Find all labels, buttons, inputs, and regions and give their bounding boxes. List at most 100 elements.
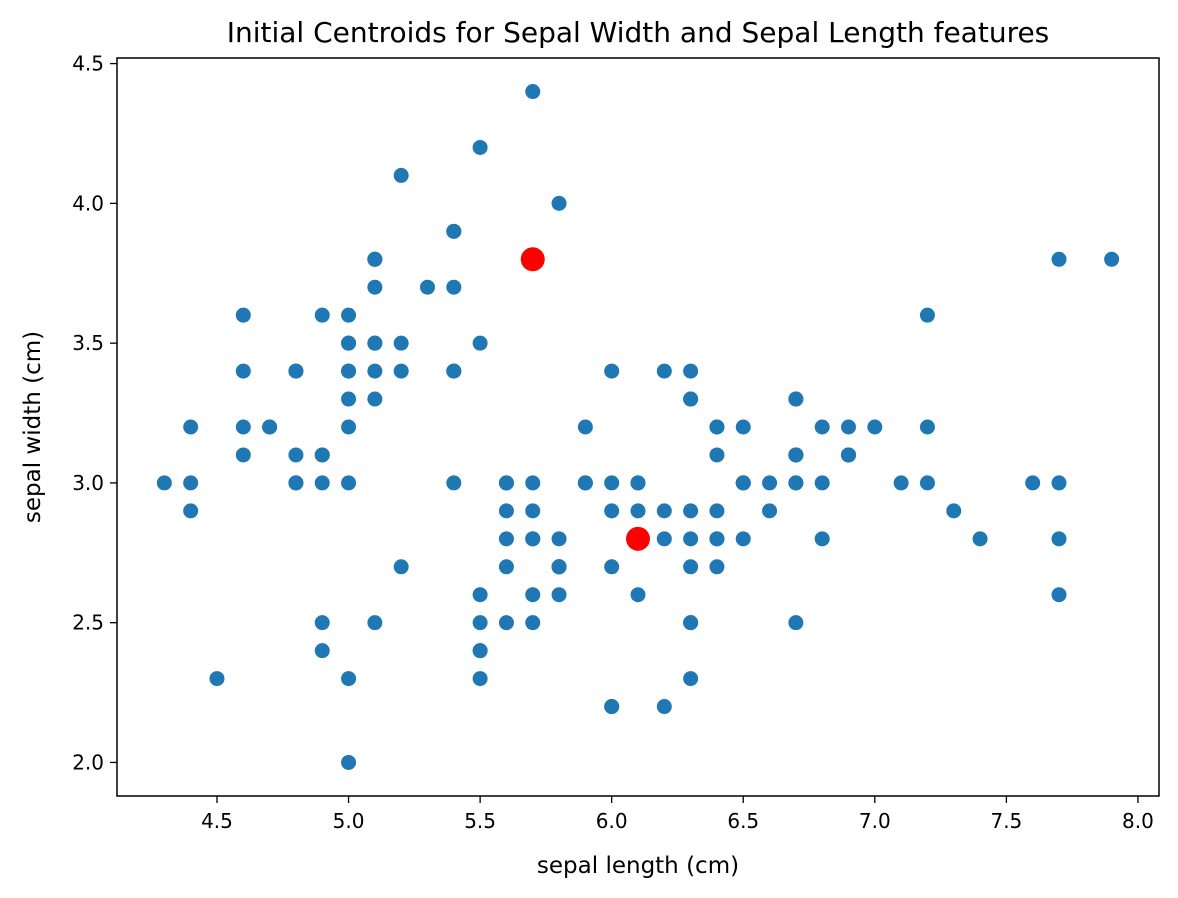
data-point-21 [367,279,383,295]
data-point-48 [419,279,435,295]
data-point-121 [498,531,514,547]
data-point-144 [788,391,804,407]
data-point-123 [683,559,699,575]
data-point-142 [551,559,567,575]
data-point-64 [498,503,514,519]
data-point-95 [525,475,541,491]
y-axis-label: sepal width (cm) [20,331,46,523]
data-point-1 [314,475,330,491]
data-point-68 [656,699,672,715]
data-point-15 [525,84,541,100]
data-point-32 [393,167,409,183]
data-point-23 [367,391,383,407]
data-point-17 [367,335,383,351]
data-point-105 [1025,475,1041,491]
data-point-57 [314,643,330,659]
y-tick-label: 3.0 [72,471,104,495]
data-point-38 [183,475,199,491]
data-point-108 [788,615,804,631]
data-point-26 [341,363,357,379]
data-point-37 [314,307,330,323]
data-point-60 [341,754,357,770]
data-point-114 [551,531,567,547]
data-point-25 [341,475,357,491]
data-point-100 [683,391,699,407]
y-tick-label: 2.5 [72,611,104,635]
data-point-47 [235,419,251,435]
data-point-138 [604,475,620,491]
y-tick-label: 2.0 [72,750,104,774]
data-point-28 [393,363,409,379]
y-tick-label: 4.0 [72,191,104,215]
data-point-122 [1051,531,1067,547]
data-point-118 [1051,587,1067,603]
data-point-88 [498,475,514,491]
data-point-117 [1051,251,1067,267]
data-point-102 [893,475,909,491]
data-point-115 [709,419,725,435]
x-tick-label: 6.0 [596,809,628,833]
data-point-58 [762,503,778,519]
x-tick-label: 7.5 [990,809,1022,833]
data-point-109 [919,307,935,323]
y-tick-label: 4.5 [72,52,104,76]
data-point-111 [709,559,725,575]
data-point-136 [683,363,699,379]
centroid-point-1 [626,526,650,551]
data-point-143 [814,419,830,435]
data-point-27 [393,335,409,351]
data-point-127 [630,475,646,491]
data-point-133 [683,531,699,547]
plot-frame [116,57,1160,797]
data-point-46 [367,251,383,267]
data-point-54 [735,531,751,547]
data-point-24 [288,363,304,379]
data-point-53 [472,671,488,687]
data-point-94 [498,559,514,575]
data-point-49 [341,391,357,407]
data-point-63 [630,503,646,519]
data-point-140 [788,447,804,463]
data-point-148 [656,363,672,379]
data-point-33 [472,139,488,155]
data-point-106 [314,615,330,631]
data-point-41 [209,671,225,687]
data-point-59 [393,559,409,575]
data-point-149 [577,475,593,491]
data-point-4 [341,307,357,323]
data-point-132 [709,531,725,547]
data-point-42 [183,419,199,435]
data-point-69 [498,615,514,631]
data-points [156,84,1120,770]
data-point-87 [683,671,699,687]
x-axis-ticks: 4.5 5.0 5.5 6.0 6.5 7.0 7.5 8.0 [201,796,1154,833]
data-point-113 [525,615,541,631]
data-point-30 [288,447,304,463]
data-point-34 [314,447,330,463]
data-point-43 [341,335,357,351]
x-tick-label: 4.5 [201,809,233,833]
data-point-22 [235,307,251,323]
data-point-8 [183,503,199,519]
data-point-103 [683,503,699,519]
data-point-130 [972,531,988,547]
data-point-35 [341,419,357,435]
data-point-96 [525,503,541,519]
data-point-137 [709,447,725,463]
data-point-141 [841,447,857,463]
x-axis-label: sepal length (cm) [537,853,739,879]
data-point-31 [446,363,462,379]
x-tick-label: 6.5 [727,809,759,833]
data-point-78 [604,503,620,519]
data-point-39 [367,363,383,379]
data-point-74 [709,503,725,519]
data-point-134 [630,587,646,603]
data-point-110 [735,419,751,435]
data-point-45 [288,475,304,491]
data-point-81 [472,643,488,659]
y-tick-label: 3.5 [72,331,104,355]
data-point-147 [735,475,751,491]
data-point-112 [814,475,830,491]
data-point-90 [472,587,488,603]
data-point-83 [604,559,620,575]
